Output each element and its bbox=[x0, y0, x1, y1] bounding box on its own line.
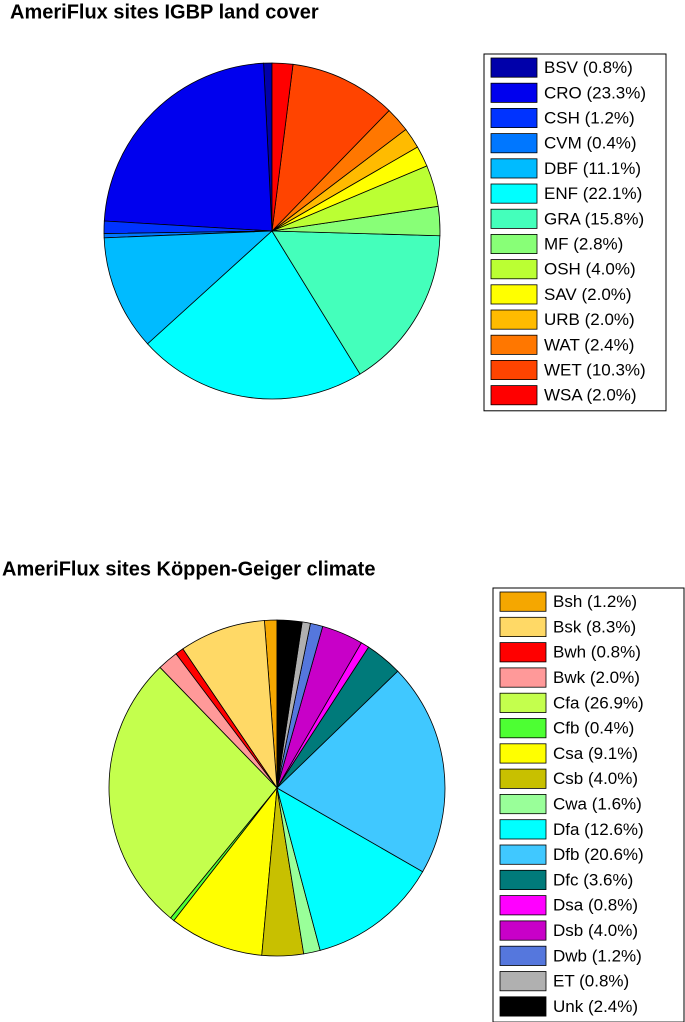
legend-label: SAV (2.0%) bbox=[544, 285, 632, 304]
pie-slice bbox=[182, 620, 278, 790]
legend-label: Cfb (0.4%) bbox=[553, 719, 634, 738]
legend-label: Bsk (8.3%) bbox=[553, 617, 636, 636]
legend-swatch bbox=[490, 259, 538, 280]
legend-label: Dfa (12.6%) bbox=[553, 820, 644, 839]
legend-swatch bbox=[490, 183, 538, 204]
legend-swatch bbox=[499, 743, 547, 764]
legend-label: CRO (23.3%) bbox=[544, 83, 646, 102]
legend-label: WET (10.3%) bbox=[544, 360, 646, 379]
pie-slice bbox=[271, 62, 294, 232]
legend-swatch bbox=[490, 334, 538, 355]
legend-label: DBF (11.1%) bbox=[544, 159, 641, 178]
legend-swatch bbox=[499, 819, 547, 840]
pie-slice bbox=[276, 787, 424, 951]
chart-title: AmeriFlux sites Köppen-Geiger climate bbox=[2, 558, 375, 580]
legend-swatch bbox=[499, 768, 547, 789]
pie-slice bbox=[276, 619, 303, 789]
legend-swatch bbox=[499, 869, 547, 890]
legend-label: Cwa (1.6%) bbox=[553, 795, 642, 814]
legend-swatch bbox=[490, 233, 538, 254]
pie-slice bbox=[173, 786, 278, 956]
legend-swatch bbox=[499, 642, 547, 663]
pie-chart: AmeriFlux sites IGBP land cover BSV (0.8%… bbox=[10, 1, 667, 412]
legend-swatch bbox=[499, 591, 547, 612]
legend-label: Dfc (3.6%) bbox=[553, 870, 633, 889]
legend-swatch bbox=[490, 82, 538, 103]
pie-slice bbox=[103, 230, 274, 345]
pie-slice bbox=[147, 230, 361, 400]
legend-label: URB (2.0%) bbox=[544, 310, 635, 329]
legend-swatch bbox=[499, 920, 547, 941]
legend-label: Bwh (0.8%) bbox=[553, 643, 641, 662]
legend-label: Dfb (20.6%) bbox=[553, 845, 644, 864]
legend-label: Csb (4.0%) bbox=[553, 769, 638, 788]
legend-swatch bbox=[499, 794, 547, 815]
legend-swatch bbox=[490, 208, 538, 229]
legend-swatch bbox=[490, 359, 538, 380]
legend-label: CSH (1.2%) bbox=[544, 108, 635, 127]
legend-swatch bbox=[490, 309, 538, 330]
legend-label: GRA (15.8%) bbox=[544, 209, 644, 228]
chart-title: AmeriFlux sites IGBP land cover bbox=[10, 1, 319, 23]
legend-swatch bbox=[499, 616, 547, 637]
legend-label: ENF (22.1%) bbox=[544, 184, 642, 203]
pie-slice bbox=[276, 670, 446, 873]
pie-slice bbox=[271, 63, 390, 233]
legend-label: OSH (4.0%) bbox=[544, 260, 636, 279]
pie-slice bbox=[271, 230, 441, 375]
legend-swatch bbox=[490, 284, 538, 305]
legend-swatch bbox=[499, 895, 547, 916]
legend-label: WAT (2.4%) bbox=[544, 335, 634, 354]
legend-label: CVM (0.4%) bbox=[544, 134, 637, 153]
legend-swatch bbox=[499, 996, 547, 1017]
legend-swatch bbox=[499, 945, 547, 966]
legend-swatch bbox=[499, 971, 547, 992]
legend-label: WSA (2.0%) bbox=[544, 386, 637, 405]
legend-swatch bbox=[499, 844, 547, 865]
legend-label: Dsb (4.0%) bbox=[553, 921, 638, 940]
legend-swatch bbox=[490, 108, 538, 129]
legend-swatch bbox=[490, 385, 538, 406]
pie-chart: AmeriFlux sites Köppen-Geiger climate Bsh… bbox=[2, 558, 685, 1022]
legend-swatch bbox=[499, 667, 547, 688]
legend-label: Bwk (2.0%) bbox=[553, 668, 640, 687]
legend-swatch bbox=[490, 57, 538, 78]
legend-swatch bbox=[490, 158, 538, 179]
legend-swatch bbox=[499, 692, 547, 713]
legend-label: Unk (2.4%) bbox=[553, 997, 638, 1016]
legend-label: Csa (9.1%) bbox=[553, 744, 638, 763]
legend-swatch bbox=[499, 718, 547, 739]
legend-label: BSV (0.8%) bbox=[544, 58, 633, 77]
pie-slice bbox=[108, 666, 278, 919]
pie-slice bbox=[103, 62, 273, 232]
legend-label: MF (2.8%) bbox=[544, 234, 623, 253]
legend-label: ET (0.8%) bbox=[553, 972, 629, 991]
legend-label: Dwb (1.2%) bbox=[553, 946, 642, 965]
legend-label: Cfa (26.9%) bbox=[553, 693, 644, 712]
legend-label: Bsh (1.2%) bbox=[553, 592, 637, 611]
legend-label: Dsa (0.8%) bbox=[553, 896, 638, 915]
legend-swatch bbox=[490, 133, 538, 154]
